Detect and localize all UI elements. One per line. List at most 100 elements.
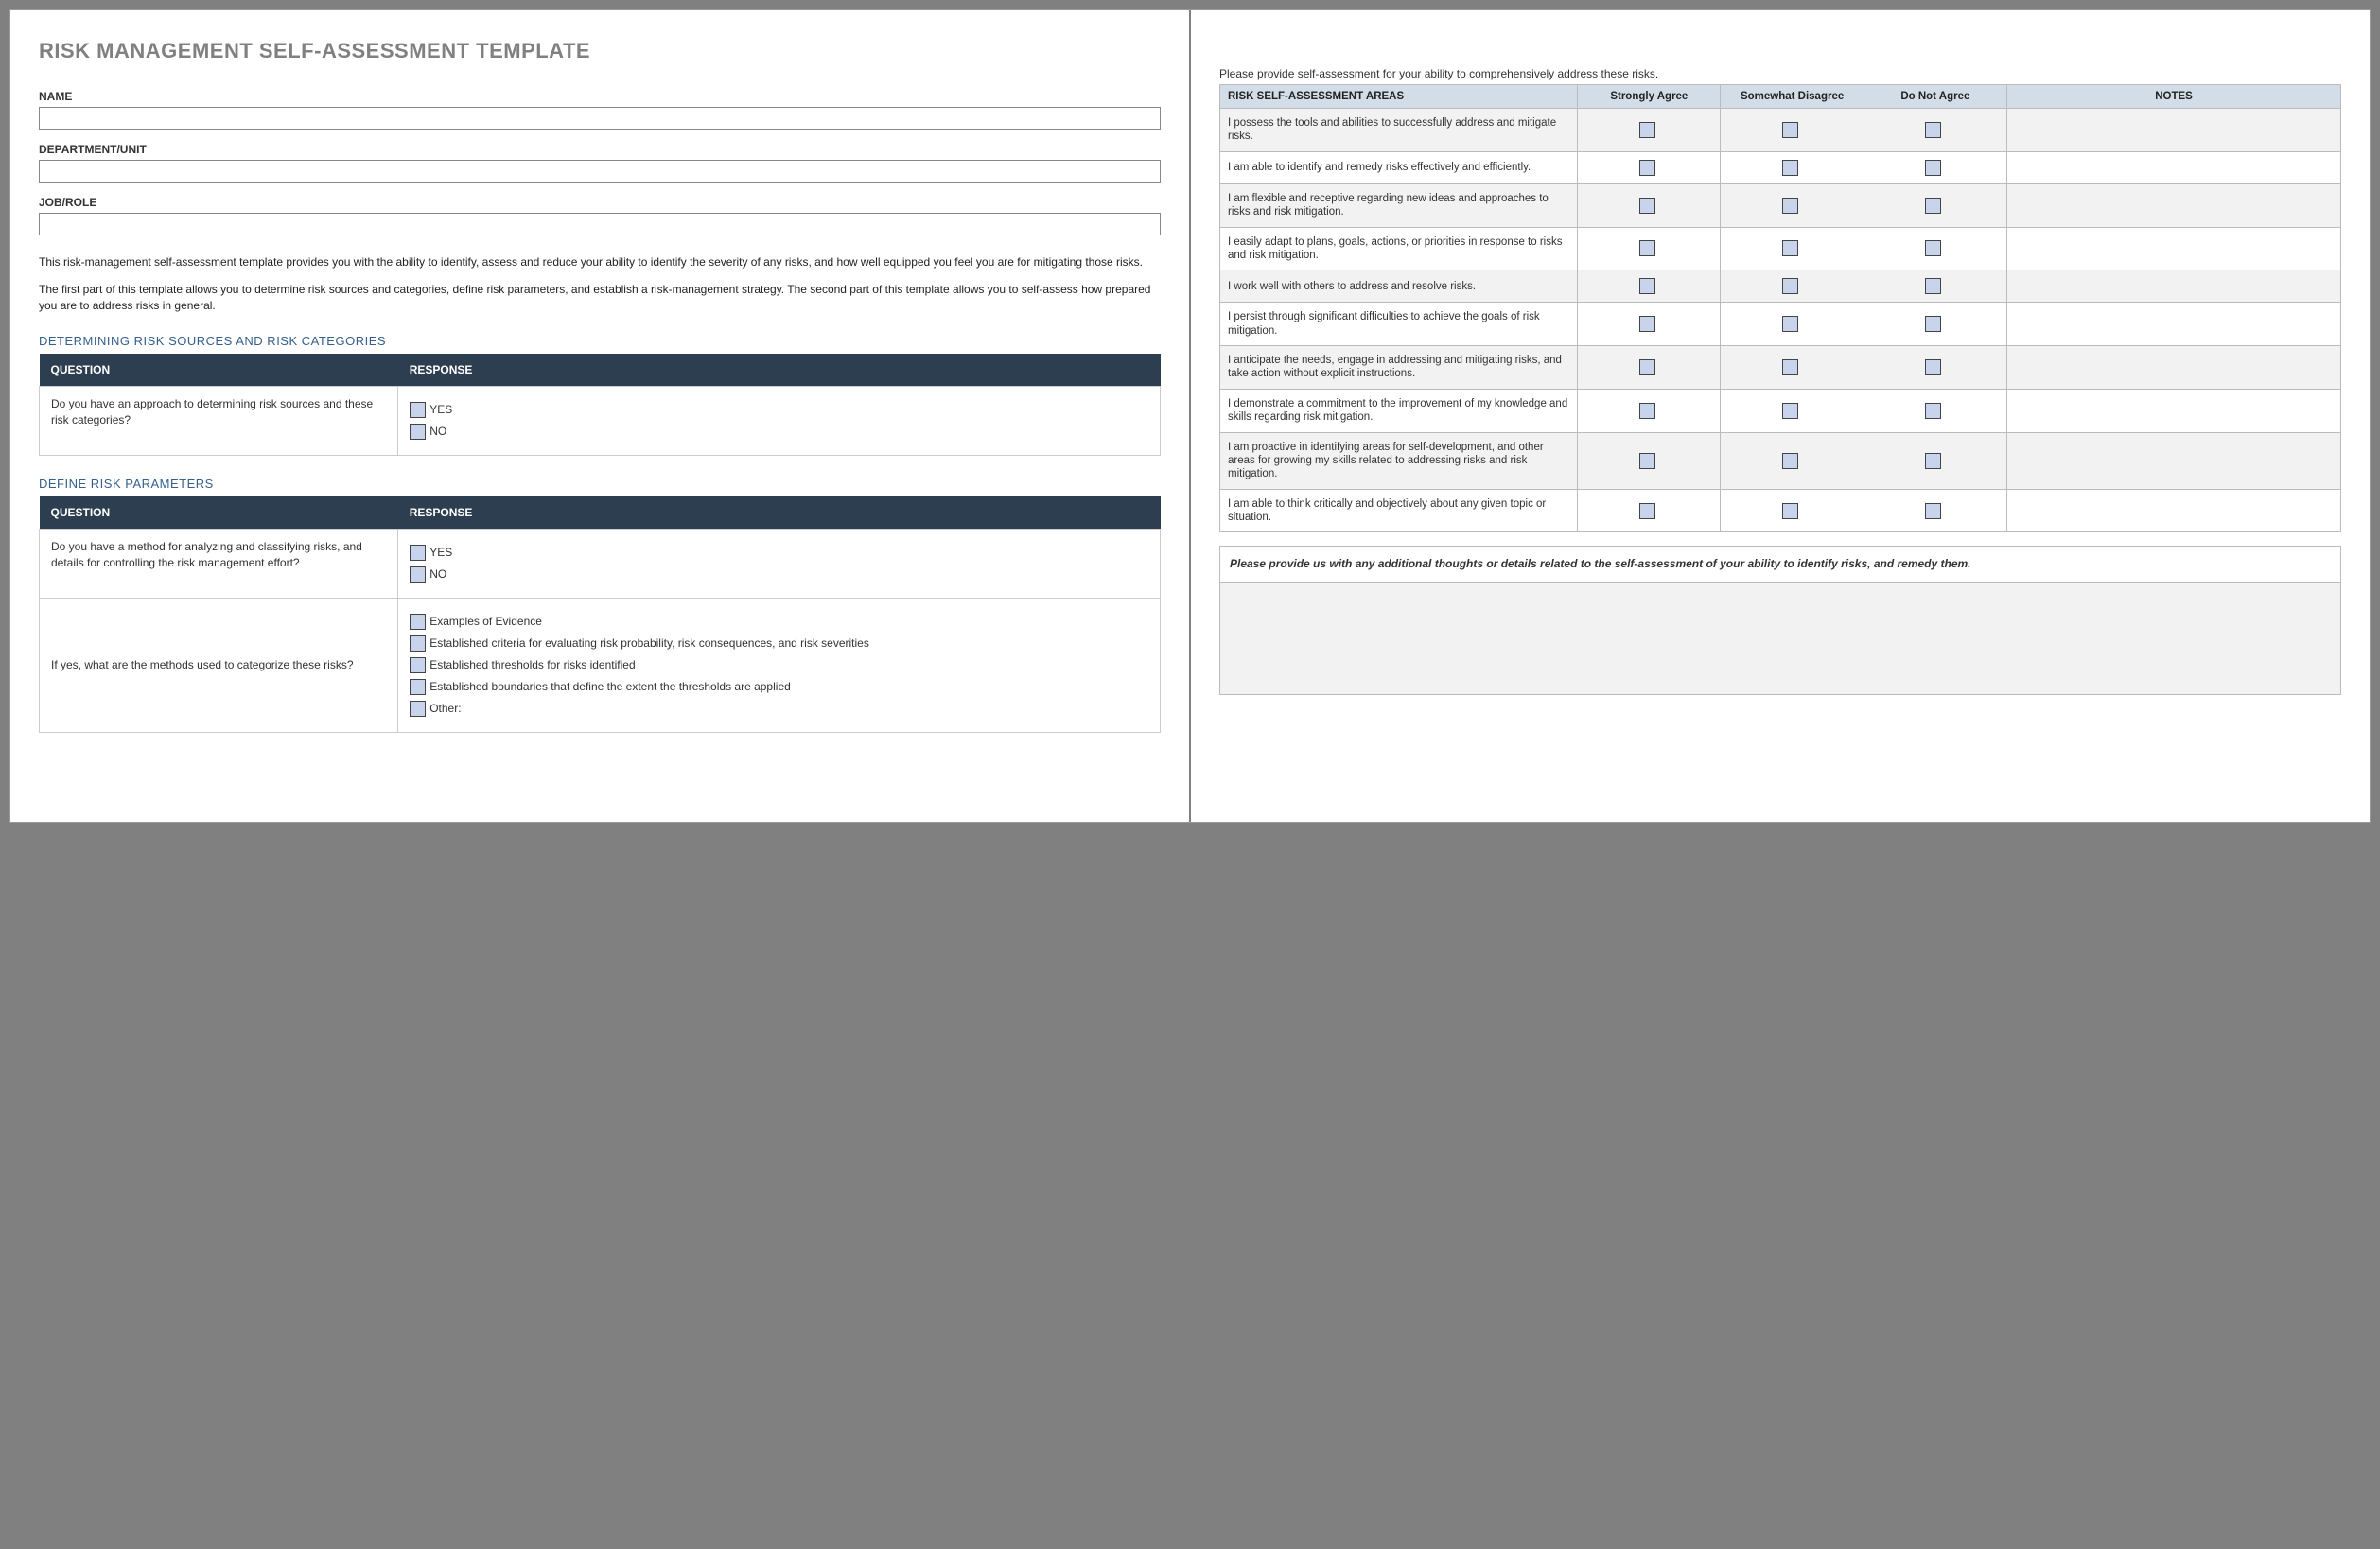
checkbox[interactable] <box>1782 503 1798 519</box>
sa-notes-cell[interactable] <box>2007 432 2341 489</box>
sa-notes-cell[interactable] <box>2007 489 2341 532</box>
checkbox[interactable] <box>1782 359 1798 375</box>
checkbox[interactable] <box>1639 359 1655 375</box>
checkbox-yes[interactable] <box>410 545 426 561</box>
name-input[interactable] <box>39 107 1161 130</box>
sa-area-text: I am able to identify and remedy risks e… <box>1220 151 1578 183</box>
sa-checkbox-cell <box>1864 183 2006 227</box>
section2-q2: If yes, what are the methods used to cat… <box>40 599 398 733</box>
sa-notes-cell[interactable] <box>2007 109 2341 152</box>
checkbox[interactable] <box>1925 240 1941 256</box>
sa-checkbox-cell <box>1864 270 2006 303</box>
left-column: RISK MANAGEMENT SELF-ASSESSMENT TEMPLATE… <box>10 10 1191 822</box>
sa-checkbox-cell <box>1721 183 1864 227</box>
section2-row1: Do you have a method for analyzing and c… <box>40 530 1161 599</box>
section1-row: Do you have an approach to determining r… <box>40 387 1161 456</box>
checkbox[interactable] <box>1925 122 1941 138</box>
label-no: NO <box>429 425 446 440</box>
sa-checkbox-cell <box>1864 489 2006 532</box>
checkbox-opt[interactable] <box>410 635 426 652</box>
checkbox[interactable] <box>1782 278 1798 294</box>
section2-th-response: RESPONSE <box>398 496 1161 530</box>
label-opt4: Established boundaries that define the e… <box>429 680 791 695</box>
checkbox[interactable] <box>1639 453 1655 469</box>
sa-area-text: I am proactive in identifying areas for … <box>1220 432 1578 489</box>
sa-row: I easily adapt to plans, goals, actions,… <box>1220 227 2341 270</box>
checkbox[interactable] <box>1925 198 1941 214</box>
section2-response2: Examples of Evidence Established criteri… <box>398 599 1161 733</box>
page-title: RISK MANAGEMENT SELF-ASSESSMENT TEMPLATE <box>39 39 1161 63</box>
checkbox[interactable] <box>1782 403 1798 419</box>
sa-checkbox-cell <box>1721 346 1864 390</box>
job-input[interactable] <box>39 213 1161 235</box>
checkbox[interactable] <box>1782 316 1798 332</box>
section1-th-response: RESPONSE <box>398 354 1161 387</box>
checkbox[interactable] <box>1925 160 1941 176</box>
checkbox[interactable] <box>1782 453 1798 469</box>
label-opt2: Established criteria for evaluating risk… <box>429 636 869 652</box>
sa-checkbox-cell <box>1721 489 1864 532</box>
intro-p2: The first part of this template allows y… <box>39 282 1161 314</box>
sa-area-text: I am flexible and receptive regarding ne… <box>1220 183 1578 227</box>
checkbox[interactable] <box>1782 198 1798 214</box>
section1-response: YES NO <box>398 387 1161 456</box>
checkbox-opt[interactable] <box>410 701 426 717</box>
checkbox[interactable] <box>1639 403 1655 419</box>
sa-checkbox-cell <box>1578 270 1721 303</box>
checkbox[interactable] <box>1925 316 1941 332</box>
checkbox[interactable] <box>1925 453 1941 469</box>
checkbox-no[interactable] <box>410 566 426 583</box>
checkbox-opt[interactable] <box>410 679 426 695</box>
checkbox[interactable] <box>1639 316 1655 332</box>
sa-checkbox-cell <box>1578 432 1721 489</box>
additional-thoughts-textarea[interactable] <box>1219 582 2341 695</box>
checkbox-yes[interactable] <box>410 402 426 418</box>
section1-table: QUESTION RESPONSE Do you have an approac… <box>39 354 1161 456</box>
checkbox[interactable] <box>1782 122 1798 138</box>
sa-row: I demonstrate a commitment to the improv… <box>1220 389 2341 432</box>
sa-checkbox-cell <box>1578 227 1721 270</box>
self-assessment-table: RISK SELF-ASSESSMENT AREAS Strongly Agre… <box>1219 84 2341 532</box>
checkbox[interactable] <box>1639 198 1655 214</box>
sa-checkbox-cell <box>1864 227 2006 270</box>
dept-input[interactable] <box>39 160 1161 183</box>
checkbox-opt[interactable] <box>410 657 426 673</box>
sa-area-text: I am able to think critically and object… <box>1220 489 1578 532</box>
sa-checkbox-cell <box>1721 303 1864 346</box>
sa-row: I am able to think critically and object… <box>1220 489 2341 532</box>
checkbox[interactable] <box>1925 359 1941 375</box>
section2-heading: DEFINE RISK PARAMETERS <box>39 477 1161 491</box>
sa-area-text: I possess the tools and abilities to suc… <box>1220 109 1578 152</box>
sa-checkbox-cell <box>1721 151 1864 183</box>
sa-area-text: I work well with others to address and r… <box>1220 270 1578 303</box>
checkbox[interactable] <box>1639 240 1655 256</box>
section1-th-question: QUESTION <box>40 354 398 387</box>
sa-notes-cell[interactable] <box>2007 303 2341 346</box>
checkbox[interactable] <box>1639 278 1655 294</box>
sa-notes-cell[interactable] <box>2007 346 2341 390</box>
checkbox-opt[interactable] <box>410 614 426 630</box>
checkbox[interactable] <box>1925 503 1941 519</box>
sa-notes-cell[interactable] <box>2007 183 2341 227</box>
checkbox-no[interactable] <box>410 424 426 440</box>
section2-table: QUESTION RESPONSE Do you have a method f… <box>39 496 1161 733</box>
sa-notes-cell[interactable] <box>2007 227 2341 270</box>
section1-q1: Do you have an approach to determining r… <box>40 387 398 456</box>
sa-row: I am able to identify and remedy risks e… <box>1220 151 2341 183</box>
checkbox[interactable] <box>1782 160 1798 176</box>
section2-response1: YES NO <box>398 530 1161 599</box>
sa-notes-cell[interactable] <box>2007 389 2341 432</box>
checkbox[interactable] <box>1925 278 1941 294</box>
checkbox[interactable] <box>1925 403 1941 419</box>
checkbox[interactable] <box>1639 122 1655 138</box>
sa-notes-cell[interactable] <box>2007 151 2341 183</box>
checkbox[interactable] <box>1639 160 1655 176</box>
sa-checkbox-cell <box>1864 346 2006 390</box>
label-yes: YES <box>429 403 452 418</box>
sa-row: I am flexible and receptive regarding ne… <box>1220 183 2341 227</box>
sa-row: I am proactive in identifying areas for … <box>1220 432 2341 489</box>
checkbox[interactable] <box>1782 240 1798 256</box>
right-lead: Please provide self-assessment for your … <box>1219 67 2341 80</box>
checkbox[interactable] <box>1639 503 1655 519</box>
sa-notes-cell[interactable] <box>2007 270 2341 303</box>
